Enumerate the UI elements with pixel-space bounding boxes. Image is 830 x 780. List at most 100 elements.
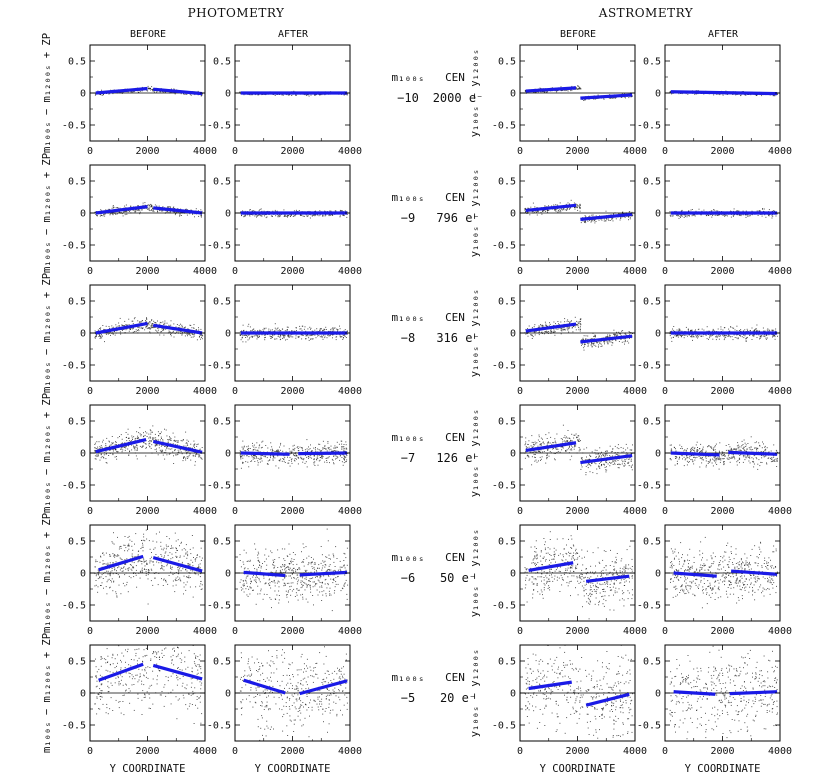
scatter-point (184, 335, 186, 337)
scatter-point (200, 94, 202, 96)
scatter-point (610, 341, 612, 343)
scatter-point (541, 91, 543, 93)
scatter-point (717, 210, 719, 212)
scatter-point (200, 95, 202, 97)
scatter-point (138, 326, 140, 328)
scatter-point (247, 339, 249, 341)
scatter-point (566, 208, 568, 210)
scatter-point (524, 90, 526, 92)
y-tick-label: -0.5 (637, 241, 661, 252)
scatter-point (119, 212, 121, 213)
scatter-point (752, 334, 754, 336)
scatter-point (730, 336, 731, 338)
scatter-point (577, 85, 578, 87)
scatter-point (282, 335, 284, 336)
scatter-point (590, 221, 592, 223)
scatter-point (310, 334, 312, 336)
scatter-point (156, 330, 158, 332)
scatter-point (286, 329, 288, 331)
scatter-point (141, 209, 143, 210)
scatter-point (190, 94, 192, 96)
scatter-point (111, 327, 113, 329)
scatter-point (688, 215, 690, 217)
y-tick-label: -0.5 (62, 361, 86, 372)
scatter-point (628, 216, 629, 218)
scatter-point (195, 329, 197, 331)
scatter-point (738, 210, 740, 212)
scatter-point (532, 336, 534, 338)
scatter-point (762, 208, 764, 209)
x-tick-label: 2000 (565, 146, 589, 157)
scatter-point (254, 215, 256, 217)
scatter-point (725, 336, 727, 338)
scatter-point (137, 330, 139, 331)
scatter-point (772, 334, 774, 336)
scatter-point (280, 335, 281, 336)
phot-before-header: BEFORE (130, 29, 166, 40)
scatter-point (183, 327, 185, 329)
scatter-point (692, 339, 693, 341)
scatter-point (774, 338, 776, 340)
scatter-point (534, 324, 536, 326)
x-tick-label: 4000 (193, 386, 217, 397)
scatter-point (629, 216, 631, 218)
scatter-point (151, 324, 153, 326)
scatter-point (751, 210, 753, 212)
y-tick-label: -0.5 (637, 121, 661, 132)
scatter-point (140, 321, 142, 322)
scatter-point (261, 215, 263, 217)
x-tick-label: 0 (87, 146, 93, 157)
scatter-point (321, 335, 323, 337)
scatter-point (103, 329, 105, 331)
scatter-point (583, 220, 585, 222)
scatter-point (681, 209, 683, 211)
scatter-point (341, 336, 343, 338)
scatter-point (309, 335, 311, 337)
scatter-point (742, 330, 744, 332)
scatter-point (249, 209, 251, 211)
scatter-point (146, 326, 148, 327)
scatter-point (777, 93, 778, 95)
scatter-point (304, 326, 306, 328)
scatter-point (539, 87, 541, 89)
scatter-point (568, 331, 570, 333)
scatter-point (620, 216, 622, 218)
scatter-point (306, 94, 308, 96)
scatter-point (562, 209, 564, 211)
scatter-point (713, 209, 714, 211)
scatter-point (153, 211, 155, 213)
scatter-point (571, 89, 573, 91)
scatter-point (173, 88, 175, 90)
scatter-point (691, 335, 693, 337)
scatter-point (621, 97, 623, 98)
scatter-point (695, 336, 697, 338)
scatter-point (601, 219, 603, 221)
scatter-point (299, 325, 301, 327)
scatter-point (732, 327, 734, 329)
scatter-point (198, 215, 200, 217)
scatter-point (631, 211, 633, 213)
scatter-point (327, 334, 329, 336)
scatter-point (145, 326, 147, 328)
scatter-point (580, 88, 582, 90)
scatter-point (615, 218, 617, 220)
scatter-point (138, 205, 139, 207)
scatter-point (708, 214, 710, 216)
scatter-point (629, 211, 631, 212)
scatter-point (150, 89, 152, 91)
fit-line (153, 87, 203, 96)
scatter-point (590, 344, 592, 346)
scatter-point (557, 210, 559, 211)
fit-line (95, 321, 148, 335)
scatter-point (591, 338, 593, 340)
scatter-point (592, 342, 594, 344)
scatter-point (169, 325, 171, 327)
scatter-point (683, 216, 685, 218)
scatter-point (730, 326, 731, 328)
scatter-point (283, 336, 285, 338)
scatter-point (201, 338, 203, 340)
scatter-point (264, 337, 265, 339)
scatter-point (112, 205, 114, 206)
scatter-point (568, 326, 570, 328)
scatter-point (717, 335, 719, 337)
